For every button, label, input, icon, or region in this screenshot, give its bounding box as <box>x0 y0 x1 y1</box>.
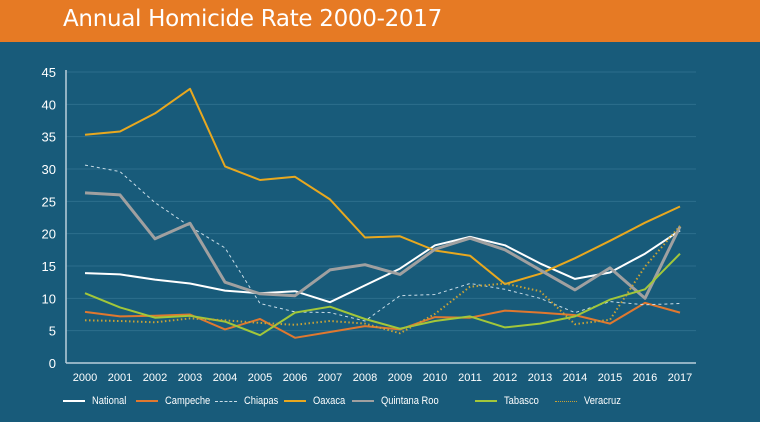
legend-label: Veracruz <box>584 395 621 407</box>
legend-label: Chiapas <box>244 395 279 407</box>
x-tick-label: 2016 <box>633 372 657 384</box>
x-tick-label: 2004 <box>213 372 237 384</box>
legend-swatch <box>475 400 497 402</box>
axes <box>65 70 696 364</box>
legend-label: Oaxaca <box>313 395 346 407</box>
y-tick-label: 40 <box>42 97 56 112</box>
y-tick-label: 45 <box>42 65 56 80</box>
series-line-oaxaca <box>84 87 681 286</box>
legend-label: Campeche <box>165 395 211 407</box>
x-tick-label: 2006 <box>283 372 307 384</box>
series-line-national <box>84 229 681 304</box>
x-tick-label: 2010 <box>423 372 447 384</box>
x-tick-label: 2009 <box>388 372 412 384</box>
legend-item-veracruz: Veracruz <box>555 393 627 409</box>
x-tick-label: 2014 <box>563 372 587 384</box>
y-tick-label: 35 <box>42 130 56 145</box>
gridlines <box>66 71 696 332</box>
legend-item-campeche: Campeche <box>136 393 218 409</box>
x-tick-labels: 2000 2001 2002 2003 2004 2005 2006 2007 2008 2009… <box>73 372 692 384</box>
legend-item-tabasco: Tabasco <box>475 393 545 409</box>
y-tick-label: 5 <box>49 324 56 339</box>
legend-swatch <box>136 400 158 402</box>
legend-label: Tabasco <box>504 395 539 407</box>
x-tick-label: 2011 <box>458 372 482 384</box>
y-tick-label: 25 <box>42 194 56 209</box>
legend-label: National <box>92 395 127 407</box>
legend: National Campeche Chiapas Oaxaca Quintana Ro… <box>0 393 760 413</box>
x-tick-label: 2017 <box>668 372 692 384</box>
x-tick-label: 2012 <box>493 372 517 384</box>
legend-swatch <box>63 400 85 402</box>
chart-title: Annual Homicide Rate 2000-2017 <box>63 6 442 32</box>
series-lines <box>84 87 682 339</box>
legend-item-oaxaca: Oaxaca <box>284 393 351 409</box>
series-line-chiapas <box>84 164 681 322</box>
series-line-campeche <box>84 301 681 339</box>
y-tick-label: 15 <box>42 259 56 274</box>
x-tick-label: 2005 <box>248 372 272 384</box>
series-line-quintana-roo <box>84 191 682 300</box>
y-tick-label: 10 <box>42 291 56 306</box>
y-tick-label: 30 <box>42 162 56 177</box>
y-tick-label: 20 <box>42 227 56 242</box>
legend-item-chiapas: Chiapas <box>215 393 284 409</box>
x-tick-label: 2008 <box>353 372 377 384</box>
legend-swatch <box>284 400 306 402</box>
legend-item-quintana-roo: Quintana Roo <box>352 393 449 409</box>
x-tick-label: 2015 <box>598 372 622 384</box>
x-tick-label: 2013 <box>528 372 552 384</box>
series-line-tabasco <box>84 252 681 337</box>
x-tick-label: 2003 <box>178 372 202 384</box>
legend-item-national: National <box>63 393 132 409</box>
legend-label: Quintana Roo <box>381 395 439 407</box>
legend-swatch <box>352 400 374 402</box>
legend-swatch <box>555 400 577 402</box>
x-tick-label: 2000 <box>73 372 97 384</box>
x-tick-label: 2002 <box>143 372 167 384</box>
x-tick-label: 2007 <box>318 372 342 384</box>
y-tick-label: 0 <box>49 356 56 371</box>
y-tick-labels: 0 5 10 15 20 25 30 35 40 45 <box>42 65 56 371</box>
legend-swatch <box>215 400 237 402</box>
x-tick-label: 2001 <box>108 372 132 384</box>
title-bar: Annual Homicide Rate 2000-2017 <box>0 0 760 42</box>
